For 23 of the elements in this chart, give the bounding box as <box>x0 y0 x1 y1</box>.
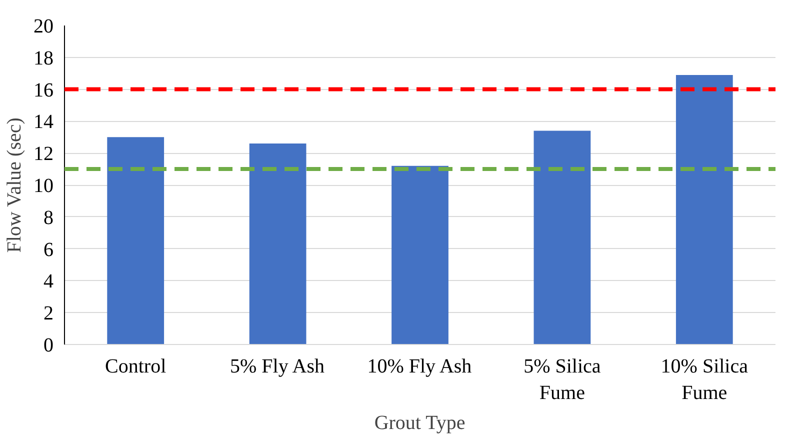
bar <box>676 74 733 344</box>
y-tick-label: 16 <box>34 79 54 102</box>
y-tick-label: 0 <box>44 334 54 356</box>
x-tick-label: 5% Fly Ash <box>230 356 324 378</box>
x-tick-label: 10% Silica Fume <box>660 356 748 404</box>
x-tick-label: 5% Silica Fume <box>524 356 601 404</box>
y-tick-label: 18 <box>34 47 54 70</box>
x-tick-label: Control <box>105 356 167 378</box>
bar <box>534 130 591 344</box>
y-tick-label: 6 <box>44 238 54 261</box>
x-axis-title: Grout Type <box>374 412 466 434</box>
y-tick-label: 14 <box>34 111 54 134</box>
bar <box>249 144 306 344</box>
y-axis-title: Flow Value (sec) <box>4 118 26 253</box>
x-tick-label: 10% Fly Ash <box>367 356 472 378</box>
y-tick-label: 8 <box>44 206 54 229</box>
bar <box>107 137 164 344</box>
y-tick-label: 20 <box>34 16 54 38</box>
bar <box>392 166 448 344</box>
y-tick-label: 2 <box>44 302 54 325</box>
y-tick-label: 10 <box>34 175 54 197</box>
y-tick-label: 12 <box>34 143 54 166</box>
y-tick-label: 4 <box>44 270 54 293</box>
